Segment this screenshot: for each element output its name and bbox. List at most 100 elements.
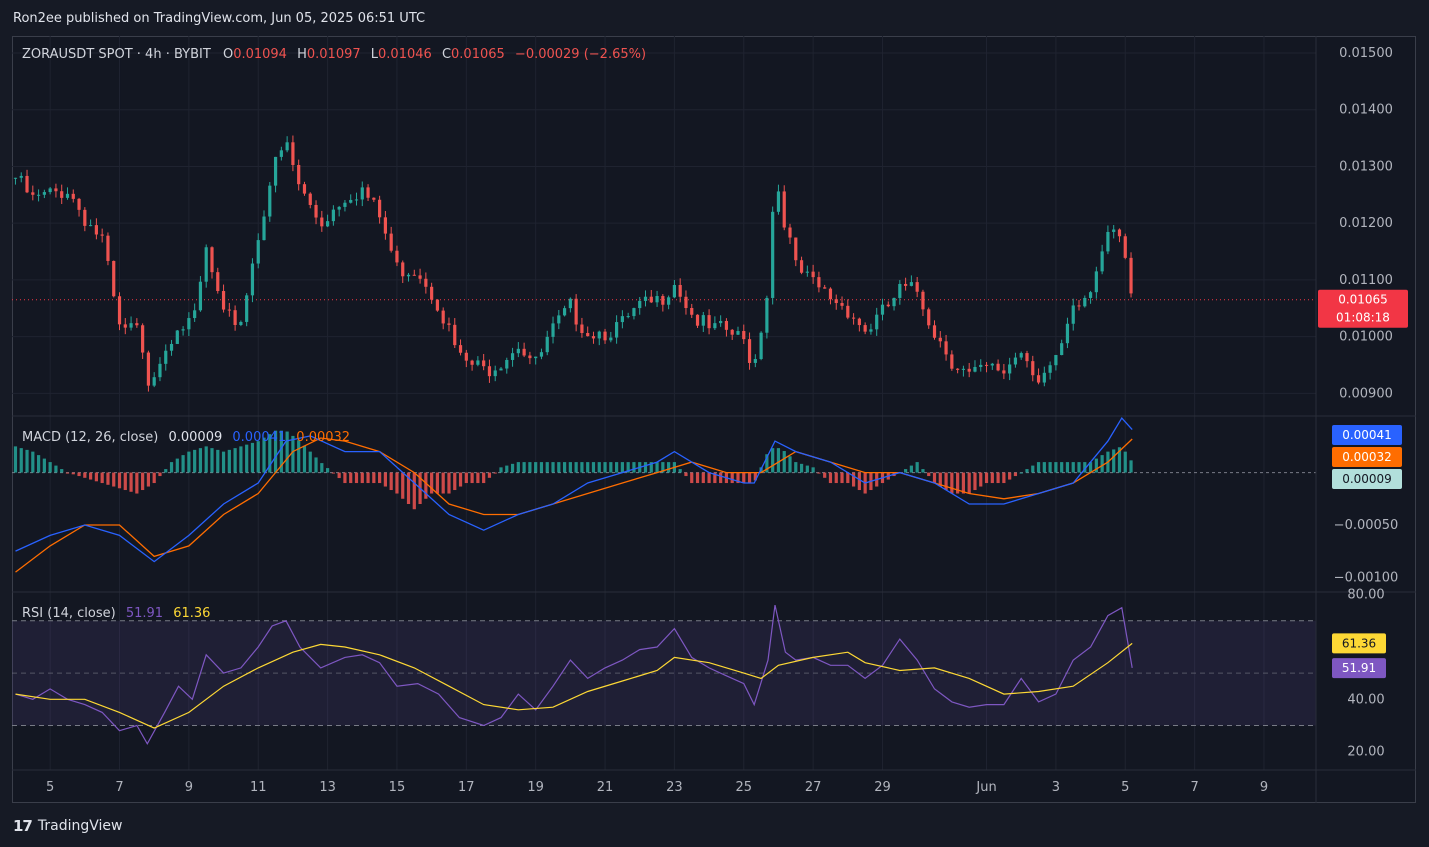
macd-hist-bar — [31, 451, 35, 473]
macd-hist-bar — [551, 462, 555, 473]
macd-hist-bar — [54, 465, 58, 473]
candle-body — [291, 142, 295, 165]
candle-body — [401, 262, 405, 277]
candle-body — [216, 272, 220, 292]
macd-hist-bar — [574, 462, 578, 473]
macd-hist-bar — [308, 451, 312, 473]
macd-hist-bar — [169, 462, 174, 473]
candle-body — [1054, 355, 1058, 366]
macd-hist-bar — [545, 462, 549, 473]
candle-body — [753, 359, 757, 363]
macd-hist-bar — [221, 451, 226, 473]
macd-hist-bar — [851, 472, 856, 487]
macd-hist-bar — [586, 462, 590, 473]
candle-body — [551, 323, 555, 337]
macd-hist-bar — [562, 462, 567, 473]
candlestick-series — [13, 135, 1133, 392]
candle-body — [655, 296, 659, 303]
time-tick-label: 15 — [389, 780, 406, 795]
macd-hist-bar — [210, 448, 214, 473]
candle-body — [857, 318, 861, 326]
macd-hist-bar — [331, 472, 335, 474]
macd-hist-bar — [643, 462, 648, 473]
macd-hist-bar — [840, 472, 844, 484]
price-pane: 0.01500 0.01400 0.01300 0.01200 0.01100 0.010… — [12, 36, 1408, 770]
macd-hist-bar — [441, 472, 445, 494]
candle-body — [325, 221, 330, 227]
macd-hist-bar — [776, 448, 781, 473]
macd-hist-bar — [1100, 455, 1104, 473]
macd-hist-bar — [516, 462, 520, 473]
macd-signal-value: 0.00032 — [296, 430, 350, 445]
candle-body — [1002, 370, 1006, 374]
candle-body — [1088, 292, 1093, 298]
price-tick-label: 0.01300 — [1339, 159, 1393, 174]
candle-body — [141, 325, 145, 353]
macd-hist-bar — [279, 430, 283, 473]
macd-hist-bar — [799, 463, 804, 473]
candle-body — [158, 363, 162, 378]
candle-body — [100, 234, 104, 236]
candle-body — [146, 352, 151, 386]
macd-hist-bar — [216, 449, 220, 473]
rsi-tick-label: 80.00 — [1347, 588, 1384, 603]
tradingview-brand[interactable]: 17 TradingView — [13, 815, 122, 837]
candle-body — [331, 209, 335, 222]
candle-body — [430, 286, 434, 300]
macd-hist-bar — [106, 472, 110, 485]
time-tick-label: 21 — [597, 780, 614, 795]
macd-hist-bar — [828, 472, 833, 484]
candle-body — [516, 348, 520, 354]
candle-body — [106, 235, 110, 261]
macd-hist-bar — [973, 472, 977, 491]
candle-body — [574, 298, 578, 325]
candle-body — [1025, 353, 1029, 362]
macd-legend: MACD (12, 26, close) 0.00009 0.00041 0.0… — [22, 430, 350, 445]
candle-body — [1071, 305, 1075, 324]
macd-hist-bar — [187, 451, 191, 473]
macd-hist-bar — [48, 462, 52, 473]
candle-body — [343, 202, 347, 207]
macd-histogram — [13, 430, 1133, 510]
chart-canvas[interactable]: 0.01500 0.01400 0.01300 0.01200 0.01100 0.010… — [12, 36, 1416, 803]
candle-body — [828, 288, 833, 300]
macd-hist-bar — [719, 472, 723, 484]
candle-body — [967, 368, 971, 372]
macd-hist-bar — [83, 472, 87, 478]
time-tick-label: 3 — [1052, 780, 1060, 795]
chart-frame — [12, 36, 1416, 803]
candle-body — [412, 274, 416, 276]
macd-hist-bar — [129, 472, 133, 492]
macd-hist-bar — [487, 472, 492, 478]
price-legend: ZORAUSDT SPOT · 4h · BYBIT O0.01094 H0.0… — [22, 47, 646, 62]
macd-hist-bar — [996, 472, 1000, 484]
macd-hist-bar — [435, 472, 440, 494]
macd-hist-bar — [1094, 458, 1098, 473]
candle-body — [724, 320, 729, 330]
time-axis[interactable]: 5 7 9 11 13 15 17 19 21 23 25 27 29 Jun 3 5 7 9 — [46, 780, 1268, 795]
macd-hist-bar — [1054, 462, 1058, 473]
candle-body — [273, 156, 278, 186]
candle-body — [562, 308, 567, 316]
macd-hist-bar — [1123, 451, 1127, 473]
candle-body — [707, 315, 711, 329]
candle-body — [539, 352, 544, 357]
candle-body — [372, 197, 376, 200]
candle-body — [742, 331, 746, 340]
candle-body — [360, 187, 364, 200]
macd-hist-bar — [158, 472, 162, 477]
candle-body — [164, 350, 168, 364]
candle-body — [1129, 257, 1133, 294]
macd-hist-bar — [591, 462, 596, 473]
candle-body — [921, 291, 925, 310]
candle-body — [285, 142, 289, 151]
candle-body — [406, 274, 411, 277]
candle-body — [979, 364, 983, 368]
candle-body — [597, 331, 601, 339]
macd-macd-badge-label: 0.00041 — [1342, 428, 1392, 442]
rsi-value: 51.91 — [126, 606, 163, 621]
time-tick-label: 9 — [1260, 780, 1268, 795]
macd-hist-bar — [747, 472, 752, 484]
candle-body — [476, 360, 480, 365]
macd-hist-bar — [1036, 462, 1041, 473]
